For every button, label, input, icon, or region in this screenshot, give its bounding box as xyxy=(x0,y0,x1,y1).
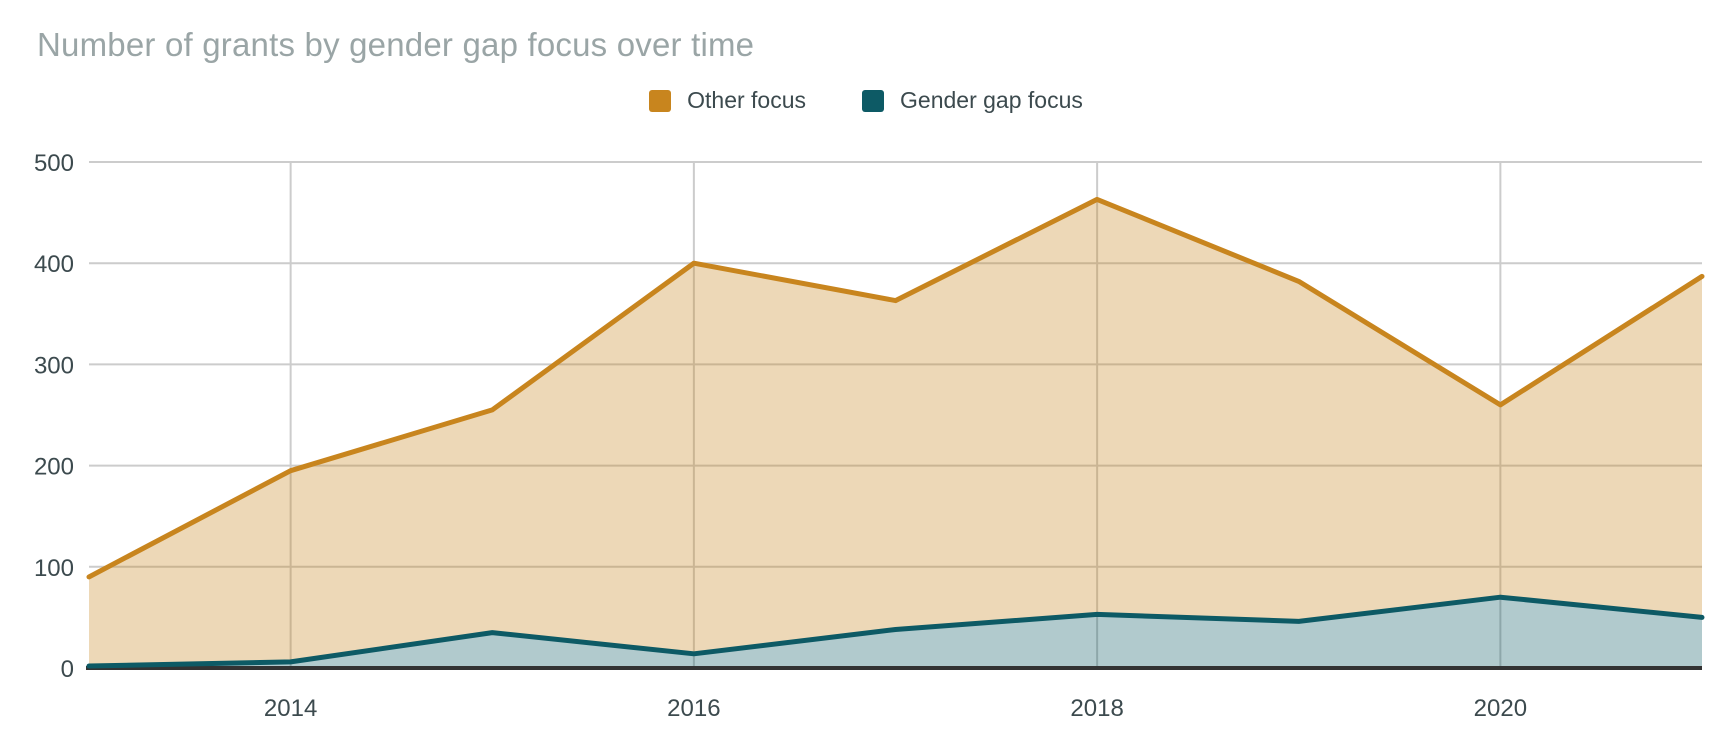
gender-gap-area xyxy=(89,597,1702,668)
legend-swatch-icon xyxy=(862,89,885,112)
x-tick-label: 2016 xyxy=(667,695,720,722)
y-tick-label: 100 xyxy=(34,555,74,582)
other-focus-area xyxy=(89,199,1702,666)
legend-label: Other focus xyxy=(687,87,807,113)
chart-legend: Other focus Gender gap focus xyxy=(0,87,1732,114)
y-tick-label: 0 xyxy=(61,656,74,683)
legend-label: Gender gap focus xyxy=(900,87,1083,113)
legend-swatch-icon xyxy=(649,89,672,112)
y-tick-label: 200 xyxy=(34,454,74,481)
y-tick-label: 400 xyxy=(34,251,74,278)
x-tick-label: 2018 xyxy=(1070,695,1123,722)
y-tick-label: 300 xyxy=(34,352,74,379)
legend-item: Gender gap focus xyxy=(862,87,1083,114)
y-tick-label: 500 xyxy=(34,150,74,177)
x-tick-label: 2020 xyxy=(1474,695,1527,722)
chart-title: Number of grants by gender gap focus ove… xyxy=(37,26,755,63)
other-focus-line xyxy=(86,196,1705,580)
x-tick-label: 2014 xyxy=(264,695,317,722)
legend-item: Other focus xyxy=(649,87,806,114)
gender-gap-line xyxy=(86,594,1705,669)
